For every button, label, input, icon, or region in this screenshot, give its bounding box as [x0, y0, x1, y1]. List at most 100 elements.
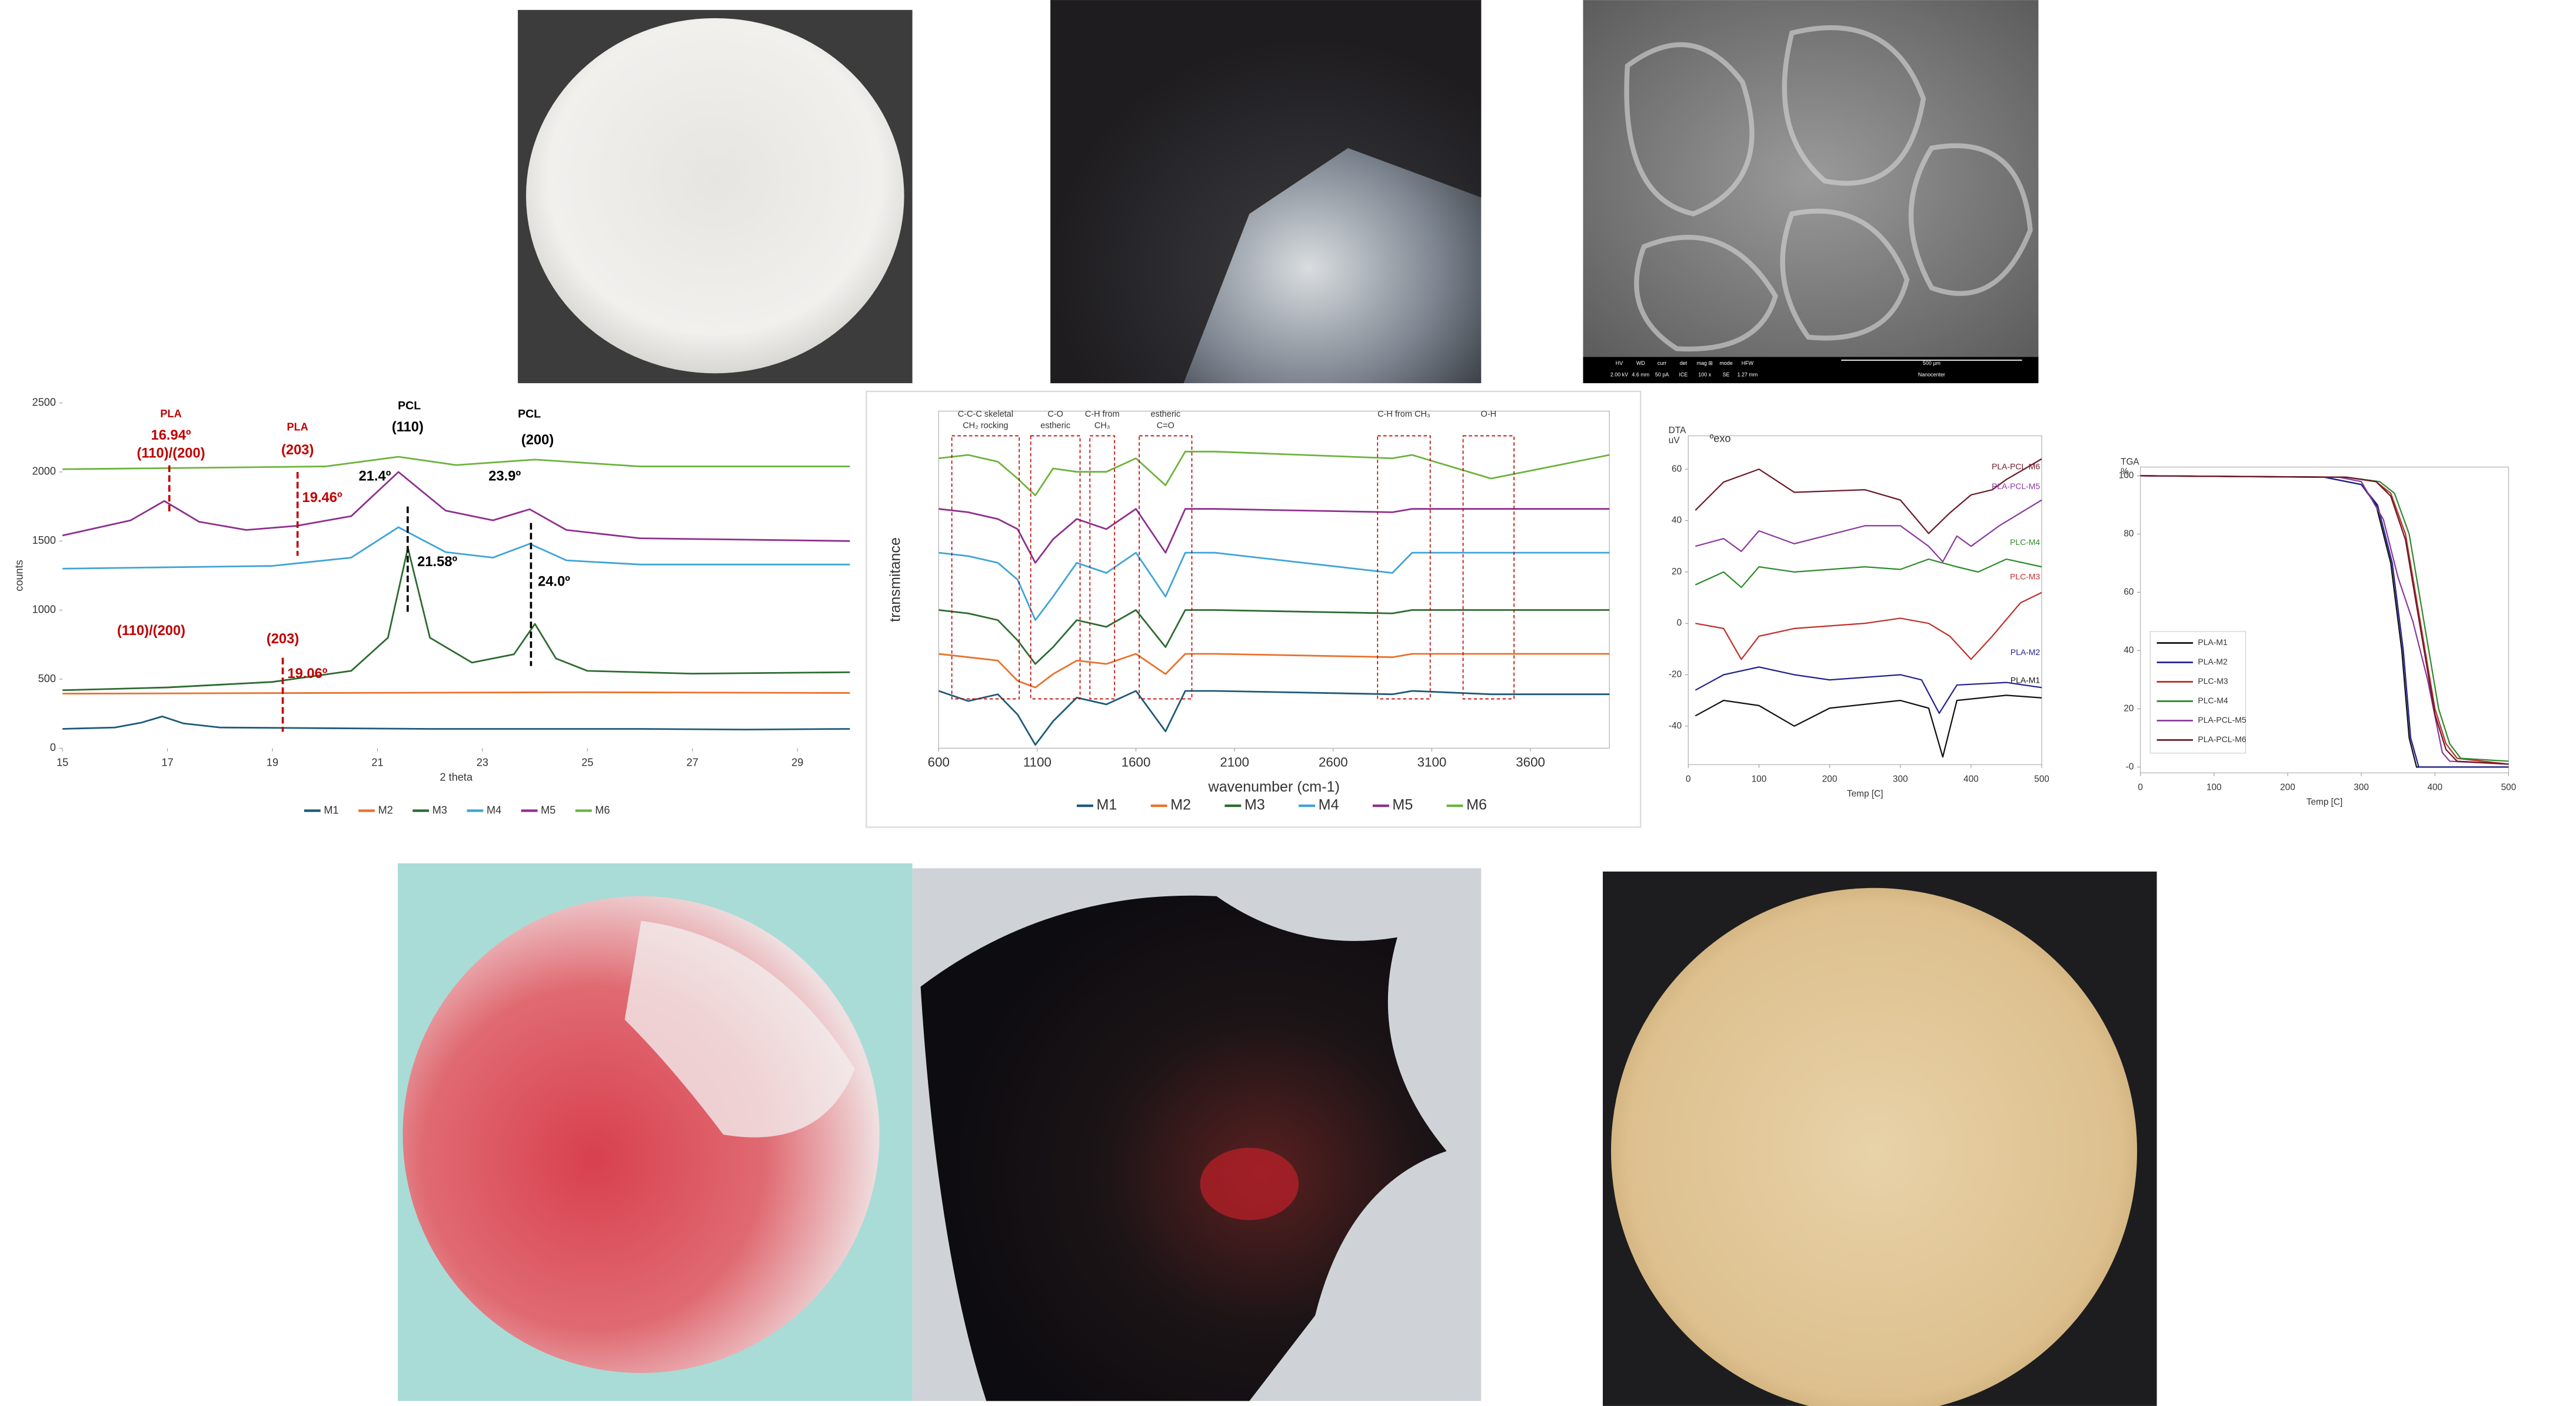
sem-texture [1624, 25, 2033, 352]
band-region [1089, 435, 1116, 700]
band-label: CH₃ [1094, 421, 1110, 431]
y-tick-label: 2000 [32, 466, 56, 477]
sem-info-text: HFW [1742, 360, 1754, 366]
series-line [938, 508, 1610, 564]
y-tick-label: 1000 [32, 603, 56, 615]
x-tick-label: 19 [267, 756, 278, 768]
legend-label: M1 [324, 804, 338, 816]
band-label: C-H from [1085, 410, 1120, 419]
x-tick-label: 1600 [1121, 754, 1151, 769]
sem-info-text: curr [1658, 360, 1666, 366]
band-label: O-H [1481, 410, 1497, 419]
series-line [2140, 475, 2509, 768]
x-tick-label: 0 [2138, 782, 2143, 792]
x-tick-label: 15 [56, 756, 68, 768]
x-tick-label: 29 [791, 756, 803, 768]
peak-annotation: 21.58º [417, 554, 457, 570]
plot-frame [938, 410, 1610, 749]
exo-note: ºexo [1710, 433, 1731, 444]
y-tick-label: -40 [1669, 721, 1682, 731]
legend-label: M3 [1244, 797, 1265, 813]
series-line [62, 691, 850, 695]
micrograph-dark-region [1050, 0, 1482, 384]
peak-annotation: (203) [281, 443, 314, 458]
legend-label: M5 [1392, 797, 1413, 813]
sem-info: HV WD curr det mag ⊞ mode HFW 2.00 kV 4.6 mm 50 p… [1610, 360, 2022, 377]
peak-annotation: PCL [518, 407, 541, 420]
x-tick-label: 600 [928, 754, 950, 769]
peak-annotation: 19.46º [302, 490, 342, 506]
y-axis-label: counts [13, 560, 25, 591]
y-axis-unit: uV [1669, 436, 1680, 446]
band-label: C=O [1157, 421, 1174, 431]
x-tick-label: 3100 [1417, 754, 1447, 769]
sem-info-text: 50 pA [1655, 371, 1669, 377]
photo-sem [1583, 0, 2039, 357]
plot-frame [1688, 435, 2042, 765]
legend-label: M2 [1170, 797, 1191, 813]
stained-disc-white-region [624, 920, 855, 1138]
band-region [951, 435, 1020, 700]
legend-label: PLA-M2 [2198, 657, 2228, 666]
x-tick-label: 2100 [1220, 754, 1249, 769]
band-label: estheric [1040, 421, 1070, 431]
y-axis-unit: % [2121, 467, 2129, 477]
x-tick-label: 27 [687, 756, 698, 768]
legend-label: PLA-M1 [2011, 675, 2041, 684]
legend-label: PLC-M4 [2010, 537, 2040, 547]
y-axis-label: transmitance [887, 537, 903, 622]
x-tick-label: 400 [1963, 774, 1979, 784]
series-line [938, 653, 1610, 689]
series-line [1695, 666, 2042, 714]
x-tick-label: 0 [1686, 774, 1691, 784]
y-tick-label: -0 [2126, 762, 2134, 772]
x-axis-label: Temp [C] [1847, 789, 1883, 799]
plot-frame [2139, 466, 2510, 773]
x-tick-label: 1100 [1023, 754, 1051, 769]
legend-label: PLA-M1 [2198, 637, 2228, 647]
x-tick-label: 500 [2034, 774, 2049, 784]
series-line [1695, 591, 2042, 660]
series-line [1695, 558, 2042, 589]
peak-annotation: PLA [287, 421, 308, 433]
y-tick-label: -20 [1669, 670, 1682, 680]
peak-annotation: 23.9º [488, 469, 521, 484]
band-label: C-C-C skeletal [958, 410, 1013, 419]
legend-label: PLA-PCL-M5 [1992, 481, 2040, 491]
sem-info-bar [1583, 357, 2039, 384]
series-line [938, 551, 1610, 621]
x-axis-label: Temp [C] [2307, 797, 2342, 807]
legend-label: PLA-PCL-M6 [2198, 734, 2246, 744]
beige-disc [1611, 888, 2137, 1406]
series-line [62, 456, 850, 470]
band-region [1030, 435, 1081, 700]
x-axis-label: 2 theta [440, 771, 473, 783]
band-label: C-O [1047, 410, 1063, 419]
series-line [1695, 694, 2042, 758]
peak-annotation: 21.4º [359, 469, 391, 484]
legend-label: PLC-M3 [2198, 676, 2228, 686]
peak-annotation: 16.94º [151, 428, 191, 443]
series-line [1695, 499, 2042, 563]
x-tick-label: 23 [477, 756, 488, 768]
x-tick-label: 25 [581, 756, 593, 768]
legend-label: PLA-PCL-M6 [1992, 461, 2040, 471]
sem-info-text: ICE [1679, 371, 1688, 377]
series-line [2140, 475, 2509, 765]
x-tick-label: 400 [2427, 782, 2442, 792]
sem-info-text: 500 µm [1923, 360, 1941, 366]
micrograph-dark-tissue [920, 895, 1447, 1401]
band-label: C-H from CH₃ [1377, 410, 1430, 419]
peak-annotation: (110)/(200) [137, 446, 205, 461]
x-tick-label: 17 [162, 756, 174, 768]
x-axis-label: wavenumber (cm-1) [1208, 779, 1340, 795]
x-tick-label: 200 [1822, 774, 1838, 784]
x-tick-label: 300 [1893, 774, 1908, 784]
sem-info-text: SE [1723, 371, 1730, 377]
sem-info-text: mode [1719, 360, 1732, 366]
chart: 15 17 19 21 23 25 27 29 0 500 1000 1500 2000 2500 2 th… [13, 396, 850, 816]
peak-annotation: 19.06º [287, 666, 327, 682]
legend-label: M4 [1319, 797, 1339, 813]
legend-label: M1 [1097, 797, 1117, 813]
